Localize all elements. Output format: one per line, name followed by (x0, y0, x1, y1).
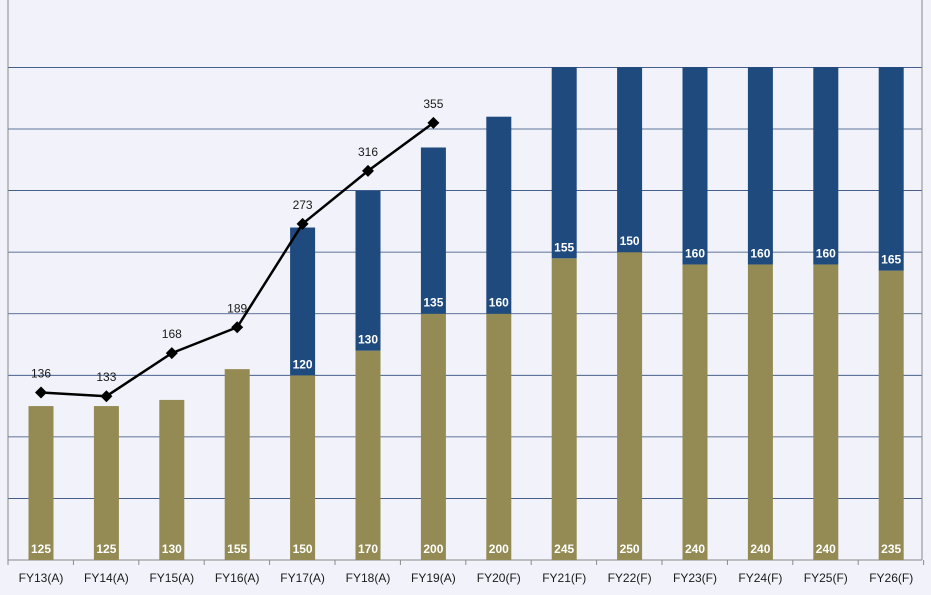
bar-segment-base (551, 258, 577, 560)
bar-segment-base (682, 264, 708, 560)
bar-segment-base (159, 399, 185, 560)
x-tick-label: FY18(A) (346, 571, 391, 585)
bar-segment-base (617, 252, 643, 560)
bar-value-label: 125 (96, 542, 116, 556)
line-point-marker (362, 164, 374, 177)
bar-value-label: 240 (816, 542, 836, 556)
bar-value-label: 155 (227, 542, 247, 556)
x-tick-label: FY23(F) (673, 571, 717, 585)
x-tick-label: FY14(A) (84, 571, 129, 585)
bar-segment-top (551, 67, 577, 259)
line-point-label: 189 (227, 301, 247, 315)
bar-value-label: 200 (489, 542, 509, 556)
bar-value-label: 160 (685, 246, 705, 260)
line-point-marker (427, 116, 440, 129)
bars (28, 67, 904, 560)
bar-value-label: 160 (489, 296, 509, 310)
line-point-label: 133 (96, 370, 116, 384)
bar-value-label: 130 (358, 333, 378, 347)
x-tick-label: FY24(F) (738, 571, 782, 585)
line-point-marker (100, 390, 113, 403)
line-point-label: 136 (31, 367, 51, 381)
axes (7, 0, 925, 565)
line-series: 136 133 168 189 273 316 355 (31, 97, 444, 403)
bar-segment-base (93, 406, 119, 560)
bar-value-label: 165 (881, 253, 901, 267)
x-tick-label: FY19(A) (411, 571, 456, 585)
bar-segment-top (682, 67, 708, 265)
bar-value-label: 240 (685, 542, 705, 556)
bar-segment-base (878, 270, 904, 560)
x-tick-label: FY21(F) (542, 571, 586, 585)
bar-value-label: 160 (816, 246, 836, 260)
bar-value-label: 130 (162, 542, 182, 556)
x-tick-label: FY26(F) (869, 571, 913, 585)
bar-segment-top (355, 190, 381, 351)
bar-value-label: 170 (358, 542, 378, 556)
line-point-marker (231, 321, 244, 334)
bar-segment-base (355, 350, 381, 560)
x-tick-label: FY13(A) (19, 571, 64, 585)
bar-segment-top (486, 116, 512, 314)
bar-segment-base (28, 406, 54, 560)
bar-segment-base (813, 264, 839, 560)
bar-segment-base (486, 313, 512, 560)
bar-value-label: 235 (881, 542, 901, 556)
bar-value-label: 155 (554, 240, 574, 254)
x-tick-label: FY25(F) (804, 571, 848, 585)
line-point-marker (35, 386, 47, 399)
line-point-label: 168 (162, 327, 182, 341)
bar-value-label: 200 (423, 542, 443, 556)
bar-segment-top (420, 147, 446, 314)
line-point-marker (296, 217, 309, 230)
bar-labels: 125 125 130 155 150 120 170 130 200 135 200 160 245 1… (31, 234, 902, 556)
bar-segment-top (290, 227, 316, 376)
bar-value-label: 240 (750, 542, 770, 556)
bar-value-label: 120 (293, 357, 313, 371)
x-tick-label: FY17(A) (280, 571, 325, 585)
bar-segment-top (617, 67, 643, 253)
bar-segment-top (878, 67, 904, 271)
bar-segment-top (747, 67, 773, 265)
line-point-label: 316 (358, 145, 378, 159)
x-tick-label: FY16(A) (215, 571, 260, 585)
bar-value-label: 150 (620, 234, 640, 248)
bar-value-label: 160 (750, 246, 770, 260)
bar-segment-base (224, 369, 250, 560)
bar-value-label: 150 (293, 542, 313, 556)
bar-segment-base (747, 264, 773, 560)
bar-value-label: 135 (423, 296, 443, 310)
gridlines (8, 67, 922, 561)
line-point-label: 273 (293, 198, 313, 212)
x-tick-label: FY15(A) (149, 571, 194, 585)
bar-value-label: 250 (620, 542, 640, 556)
line-point-marker (165, 347, 178, 360)
bar-value-label: 245 (554, 542, 574, 556)
x-tick-label: FY22(F) (608, 571, 652, 585)
bar-segment-base (420, 313, 446, 560)
bar-segment-top (813, 67, 839, 265)
x-tick-labels: FY13(A) FY14(A) FY15(A) FY16(A) FY17(A) FY18(… (19, 571, 914, 585)
line-point-label: 355 (423, 97, 443, 111)
bar-segment-base (290, 375, 316, 560)
bar-value-label: 125 (31, 542, 51, 556)
x-tick-label: FY20(F) (477, 571, 521, 585)
